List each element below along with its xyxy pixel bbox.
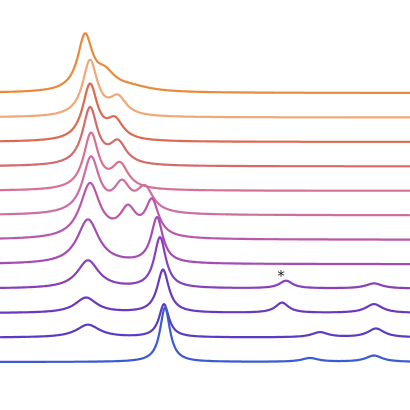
spectrum-trace-3 (0, 82, 410, 143)
annotation-layer: * (277, 267, 285, 285)
spectrum-trace-1 (0, 32, 410, 94)
spectrum-trace-4 (0, 105, 410, 168)
spectrum-trace-9 (0, 235, 410, 290)
spectrum-trace-8 (0, 215, 410, 266)
peak-annotation-1: * (277, 267, 285, 285)
spectrum-trace-2 (0, 58, 410, 119)
spectrum-trace-10 (0, 268, 410, 314)
spectra-traces (0, 32, 410, 363)
spectrum-trace-5 (0, 131, 410, 192)
spectrum-trace-7 (0, 181, 410, 241)
spectrum-trace-11 (0, 303, 410, 339)
spectrum-trace-12 (0, 306, 410, 363)
spectrum-trace-6 (0, 155, 410, 217)
